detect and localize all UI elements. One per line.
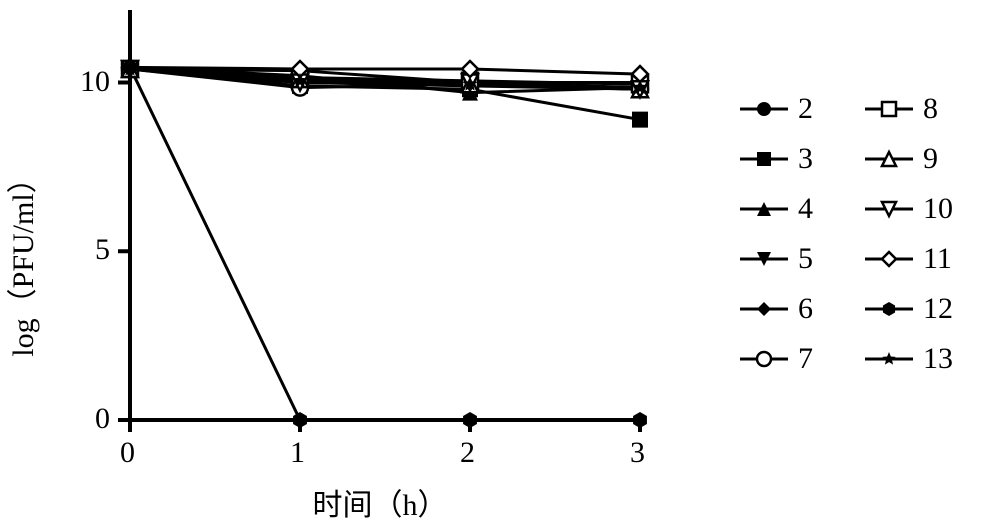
- legend-label: 6: [798, 292, 813, 326]
- legend-entry: 13: [865, 340, 990, 378]
- legend-marker-icon: [740, 99, 788, 119]
- legend-label: 8: [923, 92, 938, 126]
- legend-entry: 6: [740, 290, 865, 328]
- legend-marker-icon: [865, 149, 913, 169]
- legend-entry: 8: [865, 90, 990, 128]
- legend-marker-icon: [865, 249, 913, 269]
- legend-label: 12: [923, 292, 953, 326]
- legend-label: 11: [923, 242, 952, 276]
- legend-marker-icon: [865, 349, 913, 369]
- legend-label: 7: [798, 342, 813, 376]
- legend-marker-icon: [740, 349, 788, 369]
- legend-label: 9: [923, 142, 938, 176]
- legend-entry: 9: [865, 140, 990, 178]
- legend-label: 13: [923, 342, 953, 376]
- legend-entry: 11: [865, 240, 990, 278]
- legend-marker-icon: [740, 149, 788, 169]
- chart-container: log（PFU/ml） 时间（h） 05100123 2345678910111…: [0, 0, 1000, 531]
- y-tick-label: 10: [80, 65, 110, 99]
- legend-label: 10: [923, 192, 953, 226]
- legend-marker-icon: [740, 199, 788, 219]
- legend-marker-icon: [740, 299, 788, 319]
- legend-label: 2: [798, 92, 813, 126]
- x-tick-label: 2: [460, 436, 475, 470]
- legend-marker-icon: [865, 99, 913, 119]
- legend-marker-icon: [865, 299, 913, 319]
- x-tick-label: 1: [290, 436, 305, 470]
- x-axis-label: 时间（h）: [313, 480, 448, 524]
- x-tick-label: 3: [630, 436, 645, 470]
- legend-label: 4: [798, 192, 813, 226]
- y-tick-label: 0: [95, 402, 110, 436]
- legend-entry: 12: [865, 290, 990, 328]
- legend: 2 3 4 5 6 7 8 9 10 11 12 13: [740, 90, 990, 378]
- x-tick-label: 0: [120, 436, 135, 470]
- legend-entry: 10: [865, 190, 990, 228]
- legend-entry: 2: [740, 90, 865, 128]
- legend-entry: 3: [740, 140, 865, 178]
- legend-entry: 5: [740, 240, 865, 278]
- legend-marker-icon: [740, 249, 788, 269]
- legend-label: 3: [798, 142, 813, 176]
- legend-entry: 7: [740, 340, 865, 378]
- y-tick-label: 5: [95, 233, 110, 267]
- legend-entry: 4: [740, 190, 865, 228]
- y-axis-label: log（PFU/ml）: [0, 163, 42, 356]
- legend-marker-icon: [865, 199, 913, 219]
- legend-label: 5: [798, 242, 813, 276]
